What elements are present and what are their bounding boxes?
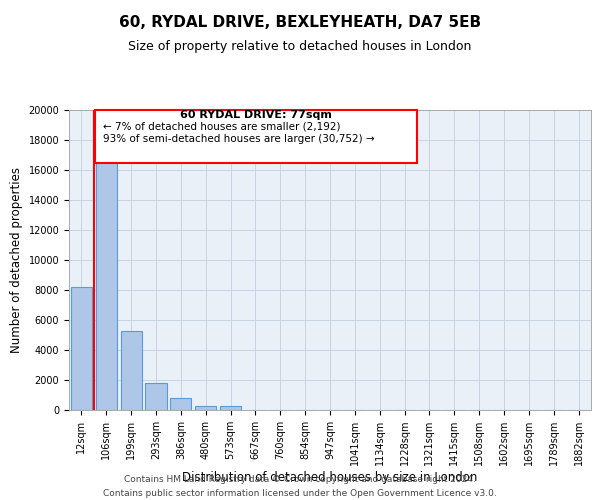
Bar [121,330,142,410]
Bar [220,406,241,410]
Text: Size of property relative to detached houses in London: Size of property relative to detached ho… [128,40,472,53]
Bar [170,398,191,410]
Bar [96,162,117,410]
Text: 93% of semi-detached houses are larger (30,752) →: 93% of semi-detached houses are larger (… [103,134,374,143]
Bar [195,406,216,410]
X-axis label: Distribution of detached houses by size in London: Distribution of detached houses by size … [182,471,478,484]
Text: ← 7% of detached houses are smaller (2,192): ← 7% of detached houses are smaller (2,1… [103,122,340,132]
FancyBboxPatch shape [95,110,417,162]
Y-axis label: Number of detached properties: Number of detached properties [10,167,23,353]
Bar [71,287,92,410]
Text: Contains HM Land Registry data © Crown copyright and database right 2024.
Contai: Contains HM Land Registry data © Crown c… [103,476,497,498]
Bar [145,383,167,410]
Text: 60 RYDAL DRIVE: 77sqm: 60 RYDAL DRIVE: 77sqm [180,110,332,120]
Text: 60, RYDAL DRIVE, BEXLEYHEATH, DA7 5EB: 60, RYDAL DRIVE, BEXLEYHEATH, DA7 5EB [119,15,481,30]
